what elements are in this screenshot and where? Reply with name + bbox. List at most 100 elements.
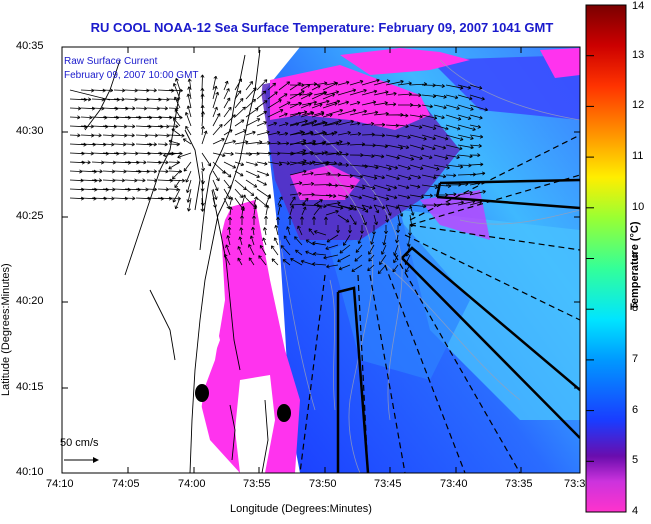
current-arrow <box>385 204 399 210</box>
current-arrow <box>228 217 232 225</box>
current-arrow <box>325 244 339 251</box>
current-arrow <box>157 142 168 147</box>
current-arrow <box>469 171 486 176</box>
peninsula <box>235 375 275 473</box>
current-arrow <box>469 143 482 148</box>
current-arrow <box>258 255 267 266</box>
current-arrow <box>325 201 341 206</box>
current-arrow <box>373 174 385 180</box>
current-arrow <box>212 152 226 158</box>
current-arrow <box>385 91 397 96</box>
current-arrow <box>385 184 398 190</box>
current-arrow <box>433 134 449 141</box>
current-arrow <box>102 142 115 147</box>
current-arrow <box>212 188 218 200</box>
current-arrow <box>313 130 326 136</box>
current-arrow <box>312 241 327 246</box>
current-arrow <box>445 84 464 90</box>
current-arrow <box>397 184 410 190</box>
current-arrow <box>290 258 303 266</box>
y-tick-label: 40:30 <box>16 125 44 137</box>
x-tick-label: 73:45 <box>374 478 402 490</box>
current-arrow <box>173 117 181 127</box>
current-arrow <box>212 113 221 127</box>
current-arrow <box>373 133 386 138</box>
y-axis-label: Latitude (Degrees:Minutes) <box>0 263 12 396</box>
current-arrow <box>212 179 219 192</box>
current-arrow <box>223 139 236 145</box>
current-arrow <box>124 133 135 138</box>
current-arrow <box>368 254 375 262</box>
current-arrow <box>256 179 267 186</box>
current-arrow <box>265 194 271 206</box>
current-arrow <box>385 102 397 107</box>
current-arrow <box>337 88 357 96</box>
current-arrow <box>163 152 181 158</box>
current-arrow <box>301 100 317 106</box>
current-arrow <box>337 100 350 106</box>
box-diagonal <box>401 246 580 439</box>
current-arrow <box>421 184 439 190</box>
station-dot-1 <box>195 384 209 402</box>
current-arrow <box>325 119 342 126</box>
current-arrow <box>409 184 421 189</box>
current-arrow <box>469 162 484 167</box>
current-arrow <box>433 104 447 110</box>
y-tick-label: 40:15 <box>16 381 44 393</box>
current-arrow <box>469 189 486 196</box>
colorbar-tick-label: 10 <box>632 200 645 213</box>
current-arrow <box>349 214 357 225</box>
current-arrow <box>183 161 192 172</box>
current-arrow <box>393 254 399 264</box>
current-arrow <box>337 108 357 116</box>
current-arrow <box>349 194 363 200</box>
current-arrow <box>351 264 363 272</box>
current-arrow <box>325 150 343 156</box>
current-arrow <box>186 179 192 193</box>
current-arrow <box>349 109 368 116</box>
x-tick-label: 73:35 <box>505 478 533 490</box>
current-arrow <box>325 81 337 86</box>
current-arrow <box>433 144 447 150</box>
current-arrow <box>234 170 244 177</box>
current-arrow <box>288 215 292 225</box>
transect-dashes <box>299 134 580 473</box>
current-arrow <box>225 244 231 256</box>
colorbar-tick-label: 5 <box>632 454 639 467</box>
current-arrow <box>102 133 115 138</box>
current-arrow <box>187 197 192 212</box>
colorbar-tick-label: 12 <box>632 99 645 112</box>
current-arrow <box>337 194 349 199</box>
current-arrow <box>397 124 409 129</box>
current-arrow <box>278 122 289 127</box>
current-arrow <box>301 110 314 116</box>
current-arrow <box>445 144 463 151</box>
colorbar-ticks <box>586 4 594 513</box>
current-arrow <box>385 123 399 128</box>
current-arrow <box>168 88 183 93</box>
current-arrow <box>337 131 351 136</box>
current-arrow <box>409 124 423 129</box>
current-arrow <box>295 249 303 256</box>
current-arrow <box>174 179 181 189</box>
current-arrow <box>349 79 364 86</box>
current-arrow <box>457 94 473 101</box>
y-tick-label: 40:35 <box>16 40 44 52</box>
current-arrow <box>457 182 469 187</box>
current-arrow <box>377 264 387 275</box>
current-arrow <box>297 225 303 236</box>
current-arrow <box>311 85 321 91</box>
current-arrow <box>200 197 205 212</box>
current-arrow <box>252 215 256 225</box>
current-arrow <box>168 115 183 120</box>
current-arrow <box>313 160 330 166</box>
current-arrow <box>135 160 147 165</box>
current-arrow <box>373 194 390 201</box>
current-arrow <box>146 187 157 192</box>
current-arrow <box>168 133 185 138</box>
current-arrow <box>397 164 411 170</box>
current-arrow <box>80 160 91 165</box>
current-arrow <box>168 187 180 192</box>
current-arrow <box>397 154 415 161</box>
current-arrow <box>337 152 349 157</box>
